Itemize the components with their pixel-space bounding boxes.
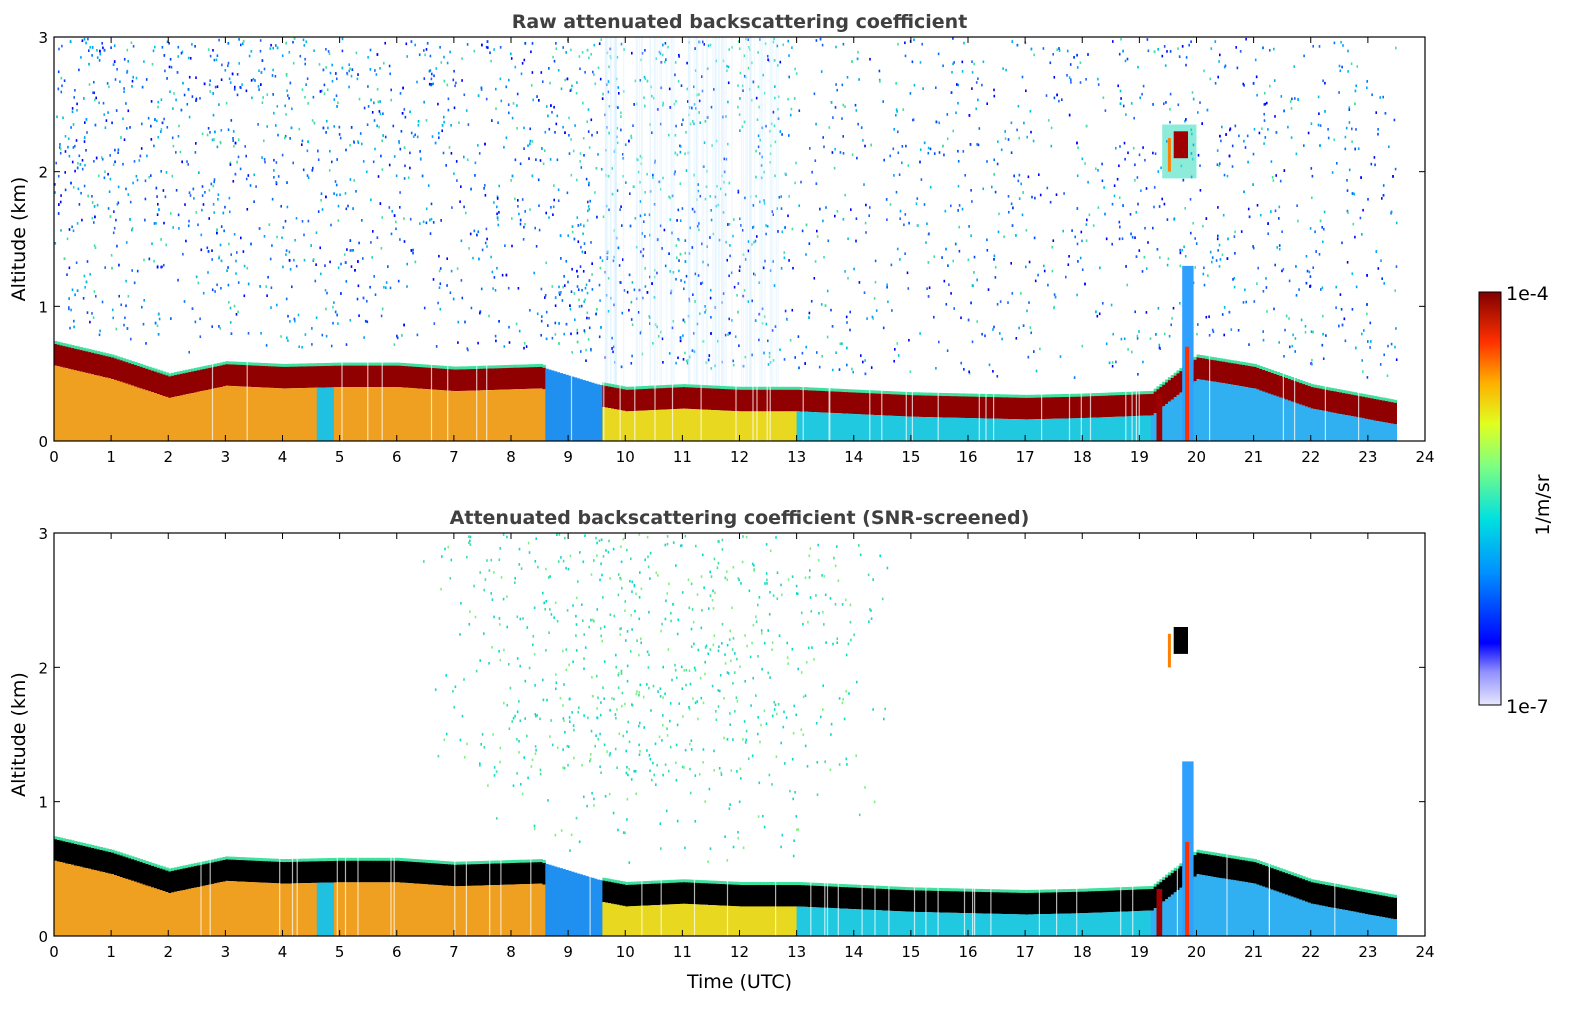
- x-axis-label: Time (UTC): [686, 971, 792, 993]
- x-tick-label: 14: [844, 448, 863, 466]
- x-tick-label: 11: [673, 448, 692, 466]
- x-tick-label: 16: [958, 943, 977, 961]
- x-tick-label: 3: [221, 448, 231, 466]
- x-tick-label: 19: [1130, 943, 1149, 961]
- y-tick-label: 3: [38, 525, 48, 543]
- boundary-layer: [54, 761, 1397, 936]
- screened-backscatter-panel: Attenuated backscattering coefficient (S…: [8, 507, 1435, 993]
- x-tick-label: 2: [163, 448, 173, 466]
- x-tick-label: 22: [1301, 448, 1320, 466]
- boundary-layer: [54, 265, 1397, 441]
- x-tick-label: 19: [1130, 448, 1149, 466]
- colorbar: 1e-4 1e-7 1/m/sr: [1478, 283, 1554, 718]
- x-tick-label: 11: [673, 943, 692, 961]
- x-tick-label: 4: [278, 943, 288, 961]
- x-tick-label: 5: [335, 448, 345, 466]
- x-tick-label: 15: [901, 448, 920, 466]
- x-tick-label: 10: [616, 448, 635, 466]
- colorbar-max-label: 1e-4: [1506, 283, 1549, 305]
- screened-y-axis-label: Altitude (km): [8, 672, 30, 797]
- x-tick-label: 22: [1301, 943, 1320, 961]
- screened-panel-title: Attenuated backscattering coefficient (S…: [450, 507, 1030, 529]
- y-tick-label: 1: [38, 298, 48, 316]
- x-tick-label: 23: [1358, 943, 1377, 961]
- y-axis: 0 1 2 3: [38, 525, 1425, 946]
- x-tick-label: 20: [1187, 448, 1206, 466]
- x-tick-label: 3: [221, 943, 231, 961]
- y-tick-label: 2: [38, 659, 48, 677]
- x-tick-label: 24: [1415, 943, 1434, 961]
- x-tick-label: 16: [958, 448, 977, 466]
- x-tick-label: 0: [49, 943, 59, 961]
- colorbar-gradient: [1478, 291, 1502, 706]
- colorbar-min-label: 1e-7: [1506, 696, 1549, 718]
- x-axis: 0 1 2 3 4 5 6 7 8 9 10 11 12 13 14 15 16 17 18 19 20 21 22 23 24: [49, 533, 1435, 961]
- elevated-aerosol-layer: [1162, 124, 1197, 179]
- x-tick-label: 9: [563, 448, 573, 466]
- backscatter-noise: [423, 533, 889, 864]
- x-tick-label: 15: [901, 943, 920, 961]
- x-axis: 0 1 2 3 4 5 6 7 8 9 10 11 12 13 14 15 16 17 18 19 20 21 22 23 24: [49, 37, 1435, 466]
- y-axis: 0 1 2 3: [38, 29, 1425, 451]
- colorbar-unit-label: 1/m/sr: [1532, 474, 1554, 535]
- x-tick-label: 13: [787, 448, 806, 466]
- x-tick-label: 7: [449, 943, 459, 961]
- x-tick-label: 21: [1244, 448, 1263, 466]
- backscatter-noise: [54, 37, 1398, 379]
- y-tick-label: 3: [38, 29, 48, 47]
- elevated-aerosol-layer: [1167, 627, 1188, 668]
- x-tick-label: 23: [1358, 448, 1377, 466]
- x-tick-label: 8: [506, 448, 516, 466]
- x-tick-label: 8: [506, 943, 516, 961]
- y-tick-label: 2: [38, 164, 48, 182]
- x-tick-label: 9: [563, 943, 573, 961]
- x-tick-label: 5: [335, 943, 345, 961]
- y-tick-label: 0: [38, 433, 48, 451]
- x-tick-label: 18: [1073, 943, 1092, 961]
- raw-panel-title: Raw attenuated backscattering coefficien…: [512, 11, 968, 33]
- x-tick-label: 20: [1187, 943, 1206, 961]
- raw-backscatter-panel: Raw attenuated backscattering coefficien…: [8, 11, 1435, 466]
- x-tick-label: 7: [449, 448, 459, 466]
- x-tick-label: 17: [1016, 448, 1035, 466]
- y-tick-label: 1: [38, 794, 48, 812]
- x-tick-label: 12: [730, 943, 749, 961]
- y-tick-label: 0: [38, 928, 48, 946]
- screened-plot-area: 0 1 2 3 4 5 6 7 8 9 10 11 12 13 14 15 16 17 18 19 20 21 22 23 24…: [38, 525, 1434, 961]
- signal-streaks: [604, 37, 779, 441]
- x-tick-label: 12: [730, 448, 749, 466]
- raw-plot-area: 0 1 2 3 4 5 6 7 8 9 10 11 12 13 14 15 16 17 18 19 20 21 22 23 24…: [38, 29, 1434, 466]
- x-tick-label: 0: [49, 448, 59, 466]
- x-tick-label: 21: [1244, 943, 1263, 961]
- x-tick-label: 18: [1073, 448, 1092, 466]
- x-tick-label: 24: [1415, 448, 1434, 466]
- x-tick-label: 13: [787, 943, 806, 961]
- x-tick-label: 14: [844, 943, 863, 961]
- x-tick-label: 17: [1016, 943, 1035, 961]
- raw-y-axis-label: Altitude (km): [8, 177, 30, 302]
- x-tick-label: 1: [106, 943, 116, 961]
- x-tick-label: 4: [278, 448, 288, 466]
- x-tick-label: 6: [392, 943, 402, 961]
- x-tick-label: 10: [616, 943, 635, 961]
- x-tick-label: 6: [392, 448, 402, 466]
- x-tick-label: 1: [106, 448, 116, 466]
- x-tick-label: 2: [163, 943, 173, 961]
